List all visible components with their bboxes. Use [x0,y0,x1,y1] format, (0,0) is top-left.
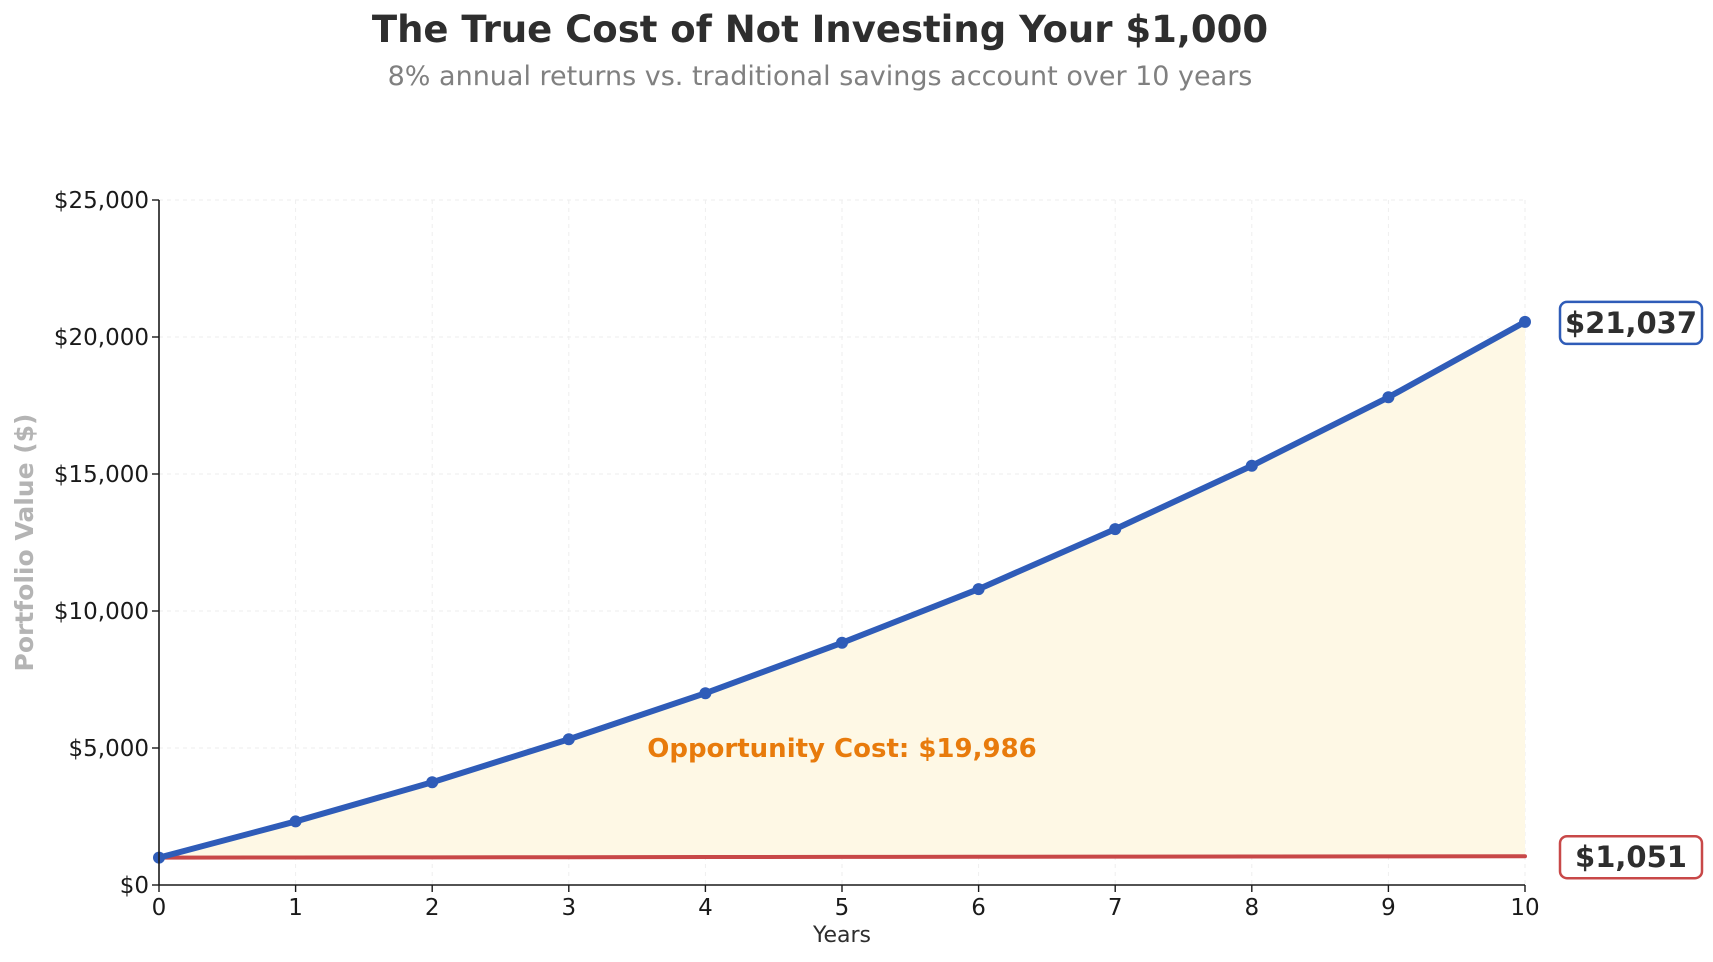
savings-line [157,854,1527,860]
x-tick-label: 4 [698,895,713,921]
y-tick-label: $10,000 [54,599,149,625]
investing-point [699,687,712,700]
investing-end-label-text: $21,037 [1565,306,1697,340]
y-tick-label: $15,000 [54,462,149,488]
ticks: 0 1 2 3 4 5 6 7 8 9 10 $0 $5,000 $10,000 $15,000 $20,00… [54,188,1540,921]
chart-title: The True Cost of Not Investing Your $1,0… [372,8,1268,51]
investing-point [562,733,575,746]
x-tick-label: 8 [1244,895,1259,921]
investing-point [1382,391,1395,404]
y-tick-label: $25,000 [54,188,149,214]
opportunity-cost-annotation: Opportunity Cost: $19,986 [647,734,1037,764]
x-tick-label: 5 [835,895,850,921]
x-tick-label: 6 [971,895,986,921]
y-tick-label: $0 [120,873,149,899]
savings-end-label-text: $1,051 [1575,840,1687,874]
investing-point [1519,315,1531,328]
investing-point [1245,459,1258,472]
investing-end-label: $21,037 [1558,300,1704,346]
y-axis-label: Portfolio Value ($) [10,414,39,672]
chart-subtitle: 8% annual returns vs. traditional saving… [388,61,1253,92]
x-tick-label: 3 [561,895,576,921]
series-markers [153,315,1531,864]
investing-point [289,815,302,828]
savings-end-label-box [1558,834,1704,880]
y-tick-label: $5,000 [69,736,149,762]
fill-area [159,321,1525,858]
y-tick-label: $20,000 [54,325,149,351]
x-axis-label: Years [812,923,871,948]
investing-point [972,583,985,596]
x-tick-label: 10 [1510,895,1539,921]
x-tick-label: 9 [1381,895,1396,921]
investing-point [426,776,439,789]
investing-point [1109,523,1122,536]
x-tick-label: 7 [1108,895,1123,921]
opportunity-cost-area [159,321,1525,858]
savings-end-label: $1,051 [1558,834,1704,880]
investing-end-label-box [1558,300,1704,346]
x-tick-label: 0 [152,895,167,921]
end-labels: $21,037 $1,051 [1558,300,1704,880]
x-tick-label: 1 [288,895,303,921]
investing-point [836,636,848,649]
x-tick-label: 2 [425,895,440,921]
